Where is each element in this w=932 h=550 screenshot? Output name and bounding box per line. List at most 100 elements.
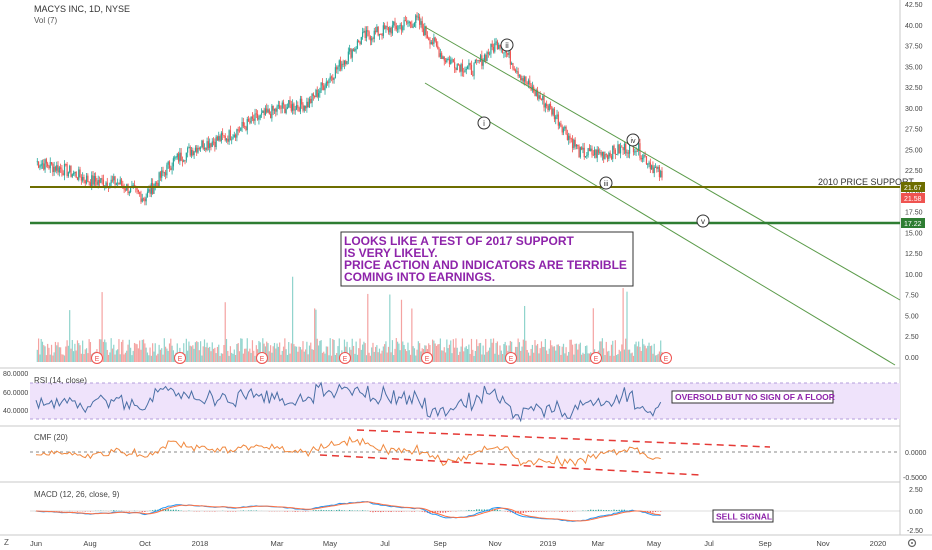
volume-bar — [249, 348, 251, 362]
candle-body — [165, 172, 167, 176]
candle-body — [608, 152, 610, 159]
candle-body — [621, 146, 623, 148]
volume-bar — [253, 350, 255, 362]
earnings-marker[interactable] — [590, 352, 602, 364]
volume-bar — [220, 353, 222, 362]
candle-body — [496, 41, 498, 50]
volume-bar — [298, 346, 300, 362]
volume-bar — [456, 347, 458, 362]
volume-bar — [114, 354, 116, 362]
volume-bar — [44, 346, 46, 362]
candle-body — [573, 139, 575, 149]
earnings-marker[interactable] — [91, 352, 103, 364]
macd-histogram-bar — [582, 510, 584, 511]
volume-bar — [245, 348, 247, 362]
price-axis: 42.50 40.00 37.50 35.00 32.50 30.00 27.50 25.00… — [905, 2, 923, 362]
volume-bar — [464, 347, 466, 362]
candle-body — [584, 156, 587, 158]
volume-bar — [338, 338, 340, 362]
macd-histogram-bar — [89, 511, 92, 512]
earnings-marker[interactable] — [660, 352, 672, 364]
volume-bar — [215, 353, 217, 362]
candle-body — [564, 126, 566, 129]
macd-histogram-bar — [439, 511, 441, 513]
candle-body — [596, 149, 598, 158]
volume-bar — [641, 338, 644, 362]
candle-body — [487, 52, 489, 55]
volume-bar — [128, 339, 130, 362]
candle-body — [298, 107, 300, 112]
volume-label: Vol (7) — [34, 16, 57, 25]
candle-body — [188, 146, 190, 148]
candle-body — [658, 166, 661, 178]
price-tick: 37.50 — [905, 44, 923, 51]
candle-body — [448, 58, 451, 65]
volume-bar — [535, 345, 537, 362]
earnings-marker[interactable] — [339, 352, 351, 364]
earnings-marker[interactable] — [505, 352, 517, 364]
candle-body — [277, 105, 279, 107]
volume-bar — [285, 349, 287, 362]
time-axis-label: May — [323, 539, 337, 548]
time-axis-label: Sep — [433, 539, 446, 548]
volume-bar — [83, 354, 85, 362]
candle-body — [118, 182, 120, 185]
volume-bar — [63, 355, 66, 362]
macd-note-box — [712, 509, 774, 523]
volume-bar — [565, 347, 567, 362]
volume-bar — [167, 350, 169, 362]
macd-label: MACD (12, 26, close, 9) — [34, 490, 120, 499]
candle-body — [120, 179, 123, 186]
volume-bar — [343, 339, 346, 362]
candle-body — [93, 176, 95, 185]
candle-body — [127, 184, 129, 194]
volume-bar — [321, 352, 324, 362]
candle-body — [561, 126, 563, 133]
candle-body — [74, 171, 76, 174]
macd-histogram-bar — [369, 511, 371, 512]
volume-bar — [600, 341, 602, 362]
volume-bar — [461, 338, 464, 362]
candle-body — [404, 20, 406, 22]
candle-body — [97, 180, 99, 185]
candle-body — [218, 136, 220, 141]
candle-body — [70, 165, 72, 177]
macd-histogram-bar — [141, 511, 143, 512]
candle-body — [76, 177, 79, 180]
volume-bar — [242, 353, 244, 362]
volume-bar — [250, 352, 252, 362]
volume-bar — [494, 353, 496, 362]
volume-bar — [75, 350, 77, 362]
candle-body — [643, 155, 645, 159]
candle-body — [262, 110, 264, 113]
candle-body — [543, 96, 545, 108]
candle-body — [78, 169, 80, 180]
candle-body — [582, 147, 584, 150]
earnings-marker[interactable] — [421, 352, 433, 364]
macd-histogram-bar — [647, 511, 649, 513]
candle-body — [351, 49, 353, 58]
earnings-marker[interactable] — [256, 352, 268, 364]
earnings-marker[interactable] — [174, 352, 186, 364]
settings-gear-icon[interactable] — [907, 538, 917, 548]
candle-body — [577, 144, 579, 147]
candle-body — [286, 107, 289, 109]
volume-bar — [385, 341, 387, 362]
macd-histogram-bar — [247, 510, 250, 511]
volume-bar — [378, 348, 381, 362]
zoom-icon[interactable]: Z — [4, 538, 9, 547]
earnings-marker-label: E — [260, 356, 265, 363]
rsi-note-box — [671, 390, 834, 404]
candle-body — [452, 59, 454, 63]
candle-body — [203, 148, 206, 149]
candle-body — [660, 170, 662, 178]
volume-bar — [610, 344, 613, 362]
volume-bar — [315, 309, 317, 362]
macd-histogram-bar — [302, 511, 304, 512]
candle-body — [319, 90, 321, 94]
volume-bar — [346, 341, 348, 362]
candle-body — [486, 52, 488, 62]
candle-body — [219, 136, 221, 142]
candle-body — [314, 96, 316, 98]
macd-histogram-bar — [411, 511, 413, 512]
